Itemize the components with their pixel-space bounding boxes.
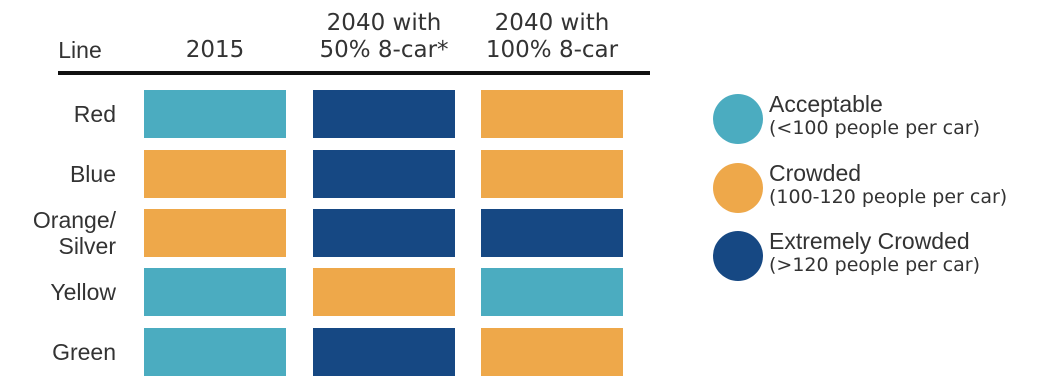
row-label-4: Yellow	[0, 279, 116, 305]
cell-r3-c1	[144, 209, 286, 257]
cell-r1-c1	[144, 90, 286, 138]
cell-r2-c1	[144, 150, 286, 198]
legend-swatch-acceptable	[713, 94, 763, 144]
row-label-5: Green	[0, 339, 116, 365]
legend-desc-crowded: (100-120 people per car)	[769, 186, 1008, 208]
cell-r5-c3	[481, 328, 623, 376]
row-label-2: Blue	[0, 161, 116, 187]
legend-label-acceptable: Acceptable	[769, 91, 883, 117]
column-header-3-line-2: 100% 8-car	[485, 37, 619, 63]
row-label-3-line-1: Orange/	[32, 207, 116, 233]
cell-r4-c2	[313, 268, 455, 316]
legend-label-extremely-crowded: Extremely Crowded	[769, 228, 970, 254]
row-label-1: Red	[0, 101, 116, 127]
legend-desc-extremely-crowded: (>120 people per car)	[769, 254, 980, 276]
row-label-3-line-2: Silver	[58, 233, 116, 259]
cell-r3-c2	[313, 209, 455, 257]
cell-r2-c3	[481, 150, 623, 198]
row-label-5-line-1: Green	[52, 339, 116, 365]
cell-r3-c3	[481, 209, 623, 257]
column-header-1-line-1: 2015	[185, 37, 245, 63]
legend-desc-acceptable: (<100 people per car)	[769, 117, 980, 139]
row-label-1-line-1: Red	[73, 101, 116, 127]
row-label-3: Orange/Silver	[0, 207, 116, 259]
column-header-2-line-2: 50% 8-car*	[319, 37, 449, 63]
cell-r5-c1	[144, 328, 286, 376]
header-rule	[58, 71, 650, 75]
column-header-2-line-1: 2040 with	[326, 10, 442, 36]
legend-swatch-crowded	[713, 163, 763, 213]
row-label-4-line-1: Yellow	[50, 279, 116, 305]
legend-swatch-extremely-crowded	[713, 231, 763, 281]
cell-r4-c3	[481, 268, 623, 316]
column-header-1: 2015	[134, 37, 296, 64]
cell-r4-c1	[144, 268, 286, 316]
row-header-label: Line	[58, 37, 102, 63]
cell-r2-c2	[313, 150, 455, 198]
column-header-3-line-1: 2040 with	[494, 10, 610, 36]
column-header-3: 2040 with 100% 8-car	[471, 10, 633, 64]
cell-r5-c2	[313, 328, 455, 376]
column-header-2: 2040 with 50% 8-car*	[303, 10, 465, 64]
legend-label-crowded: Crowded	[769, 160, 862, 186]
row-label-2-line-1: Blue	[69, 161, 116, 187]
cell-r1-c3	[481, 90, 623, 138]
cell-r1-c2	[313, 90, 455, 138]
